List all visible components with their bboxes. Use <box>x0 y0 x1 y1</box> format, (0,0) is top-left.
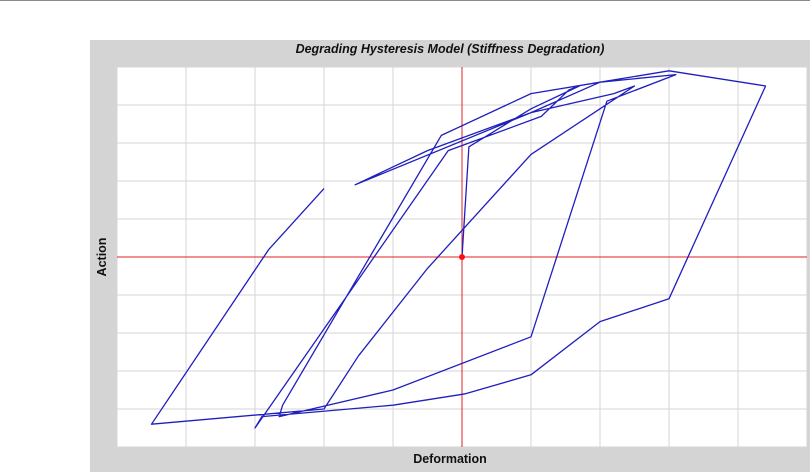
hysteresis-plot <box>116 66 808 448</box>
y-axis-label: Action <box>95 237 109 277</box>
top-divider <box>0 0 810 1</box>
x-axis-label: Deformation <box>413 452 487 466</box>
chart-title: Degrading Hysteresis Model (Stiffness De… <box>295 42 605 56</box>
origin-point <box>459 254 465 260</box>
chart-panel: Degrading Hysteresis Model (Stiffness De… <box>90 40 810 472</box>
hysteresis-series-line <box>150 70 767 429</box>
